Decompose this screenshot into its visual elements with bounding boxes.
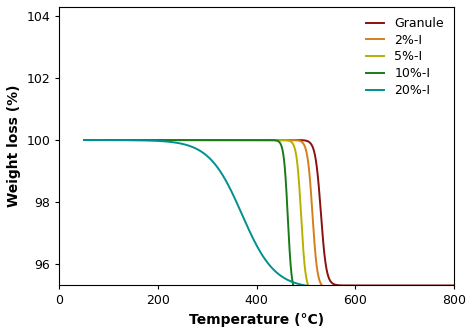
2%-I: [303, 148, 309, 152]
10%-I: [385, 293, 391, 297]
20%-I: [303, 284, 309, 288]
10%-I: [81, 138, 87, 142]
20%-I: [451, 287, 457, 291]
Granule: [81, 138, 87, 142]
2%-I: [81, 138, 87, 142]
5%-I: [357, 290, 363, 294]
2%-I: [357, 287, 363, 291]
5%-I: [223, 138, 228, 142]
20%-I: [149, 139, 154, 143]
Granule: [357, 284, 363, 288]
Granule: [303, 139, 309, 143]
2%-I: [223, 138, 228, 142]
X-axis label: Temperature (°C): Temperature (°C): [189, 313, 324, 327]
Granule: [223, 138, 228, 142]
Line: 5%-I: 5%-I: [84, 140, 454, 292]
5%-I: [81, 138, 87, 142]
Granule: [451, 284, 457, 288]
5%-I: [303, 274, 309, 278]
Granule: [322, 255, 327, 259]
2%-I: [393, 287, 399, 291]
10%-I: [352, 293, 358, 297]
20%-I: [357, 287, 363, 291]
5%-I: [377, 290, 383, 294]
2%-I: [385, 287, 391, 291]
Line: 10%-I: 10%-I: [84, 140, 454, 295]
20%-I: [322, 286, 327, 290]
10%-I: [303, 293, 309, 297]
Line: Granule: Granule: [84, 140, 454, 286]
Y-axis label: Weight loss (%): Weight loss (%): [7, 85, 21, 207]
10%-I: [451, 293, 457, 297]
Line: 2%-I: 2%-I: [84, 140, 454, 289]
10%-I: [149, 138, 154, 142]
10%-I: [322, 293, 327, 297]
5%-I: [322, 290, 327, 294]
20%-I: [81, 138, 87, 142]
20%-I: [385, 287, 391, 291]
20%-I: [223, 178, 228, 182]
Granule: [413, 284, 419, 288]
Granule: [149, 138, 154, 142]
Line: 20%-I: 20%-I: [84, 140, 454, 289]
10%-I: [358, 293, 363, 297]
Legend: Granule, 2%-I, 5%-I, 10%-I, 20%-I: Granule, 2%-I, 5%-I, 10%-I, 20%-I: [362, 13, 448, 101]
2%-I: [322, 286, 327, 290]
10%-I: [223, 138, 228, 142]
2%-I: [149, 138, 154, 142]
Granule: [385, 284, 391, 288]
5%-I: [385, 290, 391, 294]
5%-I: [149, 138, 154, 142]
2%-I: [451, 287, 457, 291]
5%-I: [451, 290, 457, 294]
